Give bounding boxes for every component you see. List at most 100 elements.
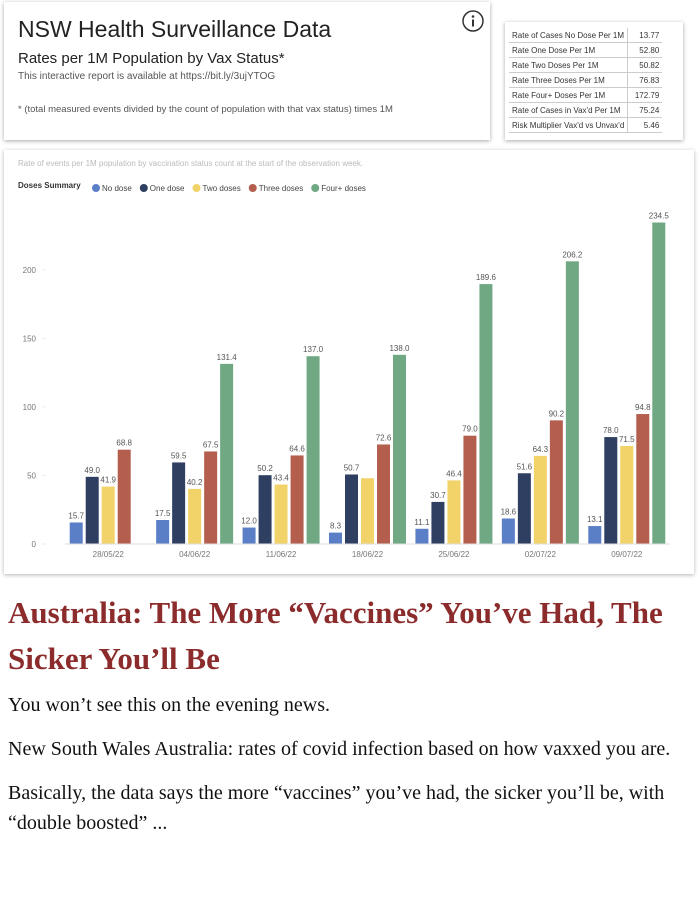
legend-swatch xyxy=(311,184,320,192)
value-label: 94.8 xyxy=(635,403,651,412)
table-row: Rate Four+ Doses Per 1M 172.79 xyxy=(509,87,663,103)
bar xyxy=(447,480,461,544)
table-value: 172.79 xyxy=(627,87,663,103)
bar xyxy=(604,437,618,544)
table-label: Rate One Dose Per 1M xyxy=(509,42,628,58)
table-value: 13.77 xyxy=(627,28,663,43)
legend-swatch xyxy=(139,184,148,192)
x-tick-label: 09/07/22 xyxy=(611,550,643,559)
value-label: 68.8 xyxy=(116,439,132,448)
bar xyxy=(258,475,272,544)
legend-label: Four+ doses xyxy=(321,184,366,193)
value-label: 12.0 xyxy=(241,517,257,526)
y-tick-label: 50 xyxy=(27,471,36,480)
report-link[interactable]: This interactive report is available at … xyxy=(18,71,276,82)
report-header: NSW Health Surveillance Data Rates per 1… xyxy=(4,2,490,140)
report-footnote: * (total measured events divided by the … xyxy=(18,104,393,115)
table-label: Rate Three Doses Per 1M xyxy=(509,72,628,88)
article: Australia: The More “Vaccines” You’ve Ha… xyxy=(8,590,692,852)
bar xyxy=(85,476,99,544)
bar xyxy=(329,532,342,544)
table-row: Risk Multiplier Vax'd vs Unvax'd 5.46 xyxy=(509,117,663,133)
table-row: Rate Three Doses Per 1M 76.83 xyxy=(509,72,663,88)
value-label: 15.7 xyxy=(68,511,84,520)
x-tick-label: 25/06/22 xyxy=(438,550,470,559)
bar xyxy=(636,414,650,544)
bar xyxy=(220,363,234,544)
value-label: 78.0 xyxy=(603,426,619,435)
bar xyxy=(306,356,320,544)
value-label: 30.7 xyxy=(430,491,446,500)
bar xyxy=(101,486,115,544)
table-label: Rate Four+ Doses Per 1M xyxy=(509,87,628,103)
value-label: 206.2 xyxy=(562,250,583,259)
bar xyxy=(415,528,429,544)
table-label: Risk Multiplier Vax'd vs Unvax'd xyxy=(509,117,628,133)
value-label: 50.7 xyxy=(344,463,360,472)
report-subtitle: Rates per 1M Population by Vax Status* xyxy=(18,50,285,67)
value-label: 79.0 xyxy=(462,425,478,434)
bar xyxy=(242,527,256,544)
table-label: Rate of Cases No Dose Per 1M xyxy=(509,28,628,43)
value-label: 41.9 xyxy=(100,476,116,485)
value-label: 17.5 xyxy=(155,509,171,518)
value-label: 51.6 xyxy=(517,462,533,471)
info-icon[interactable] xyxy=(460,8,486,34)
table-label: Rate of Cases in Vax'd Per 1M xyxy=(509,102,628,118)
value-label: 46.4 xyxy=(446,469,462,478)
bar xyxy=(620,445,634,544)
table-value: 50.82 xyxy=(627,57,663,73)
bar xyxy=(588,526,602,544)
legend-swatch xyxy=(248,184,257,192)
table: Rate of Cases No Dose Per 1M 13.77 Rate On… xyxy=(509,28,663,133)
bar xyxy=(345,474,358,544)
bar xyxy=(69,522,83,544)
value-label: 234.5 xyxy=(649,212,670,221)
x-tick-label: 18/06/22 xyxy=(352,550,384,559)
bar xyxy=(652,222,666,544)
bar xyxy=(463,435,477,544)
bar xyxy=(479,284,493,544)
legend-label: One dose xyxy=(150,184,185,193)
table-row: Rate Two Doses Per 1M 50.82 xyxy=(509,57,663,73)
x-tick-label: 04/06/22 xyxy=(179,550,211,559)
bar xyxy=(549,420,563,544)
legend-title: Doses Summary xyxy=(18,181,81,190)
bar xyxy=(172,462,186,544)
legend-swatch xyxy=(192,184,201,192)
value-label: 71.5 xyxy=(619,435,635,444)
value-label: 137.0 xyxy=(303,345,324,354)
y-tick-label: 0 xyxy=(32,540,37,549)
x-tick-label: 11/06/22 xyxy=(266,550,297,559)
value-label: 11.1 xyxy=(414,518,430,527)
table-row: Rate of Cases in Vax'd Per 1M 75.24 xyxy=(509,102,663,118)
legend-label: No dose xyxy=(102,184,132,193)
value-label: 59.5 xyxy=(171,451,187,460)
value-label: 43.4 xyxy=(273,474,289,483)
x-tick-label: 02/07/22 xyxy=(525,550,557,559)
value-label: 13.1 xyxy=(587,515,603,524)
bar xyxy=(377,444,390,544)
bar xyxy=(156,520,170,544)
report-title: NSW Health Surveillance Data xyxy=(18,16,332,42)
bar xyxy=(274,484,288,544)
paragraph: Basically, the data says the more “vacci… xyxy=(8,782,665,834)
value-label: 138.0 xyxy=(389,344,410,353)
table-row: Rate of Cases No Dose Per 1M 13.77 xyxy=(509,28,663,43)
value-label: 18.6 xyxy=(501,508,517,517)
paragraph: New South Wales Australia: rates of covi… xyxy=(8,738,671,760)
bar xyxy=(204,451,218,544)
value-label: 50.2 xyxy=(257,464,273,473)
value-label: 8.3 xyxy=(330,522,342,531)
table-value: 52.80 xyxy=(627,42,663,58)
value-label: 67.5 xyxy=(203,440,219,449)
table-label: Rate Two Doses Per 1M xyxy=(509,57,628,73)
table-value: 75.24 xyxy=(627,102,663,118)
article-title: Australia: The More “Vaccines” You’ve Ha… xyxy=(8,595,663,676)
bar xyxy=(393,354,406,544)
legend-label: Two doses xyxy=(203,184,241,193)
bar xyxy=(188,488,202,544)
chart: Rate of events per 1M population by vacc… xyxy=(4,150,694,574)
bar xyxy=(533,455,547,544)
